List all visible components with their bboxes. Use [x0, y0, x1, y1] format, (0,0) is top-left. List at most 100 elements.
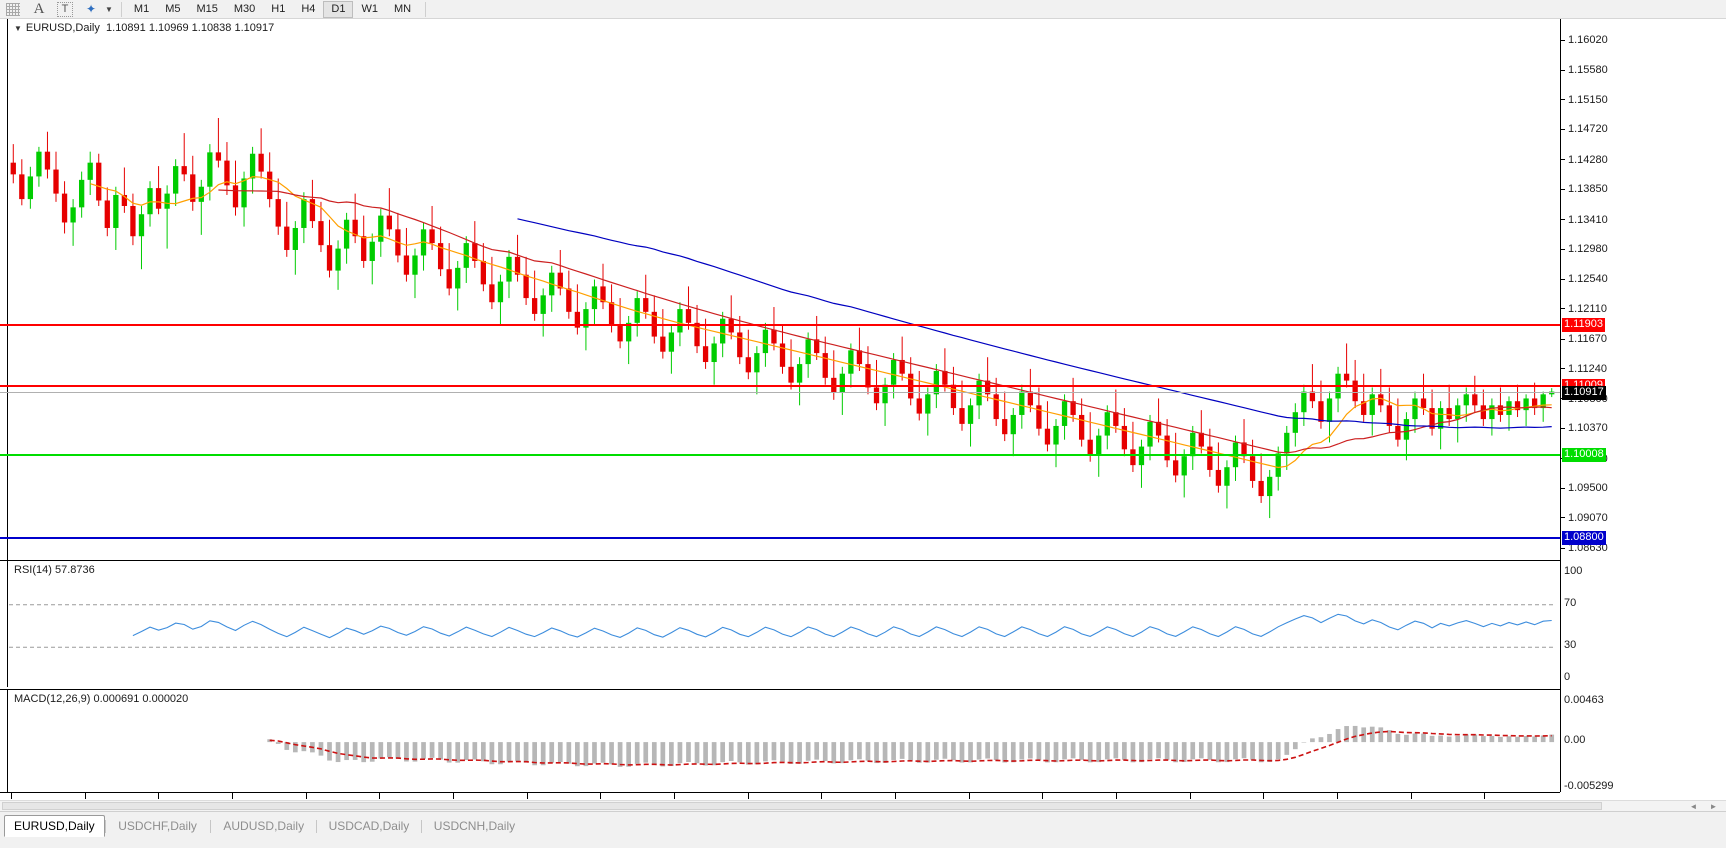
- date-tick: [1263, 793, 1265, 799]
- price-tick-label: 1.15150: [1568, 93, 1608, 106]
- price-tick-label: 1.11240: [1568, 362, 1607, 375]
- rsi-tick-label: 30: [1564, 639, 1577, 652]
- scroll-right-arrow-icon[interactable]: ►: [1709, 801, 1718, 811]
- price-tick: 1.13410: [1561, 213, 1608, 226]
- tab-separator: [105, 820, 107, 833]
- date-tick: [379, 793, 381, 799]
- tab-separator: [210, 820, 212, 833]
- date-tick: [453, 793, 454, 799]
- timeframe-d1[interactable]: D1: [323, 0, 354, 18]
- tab-separator: [420, 820, 422, 833]
- price-tick: 1.09070: [1561, 512, 1608, 524]
- price-tick: 1.11240: [1561, 363, 1607, 375]
- tick-dash-icon: [1561, 308, 1565, 310]
- date-tick: [968, 793, 970, 799]
- price-tick-label: 1.09500: [1568, 482, 1608, 495]
- date-tick: [1484, 793, 1486, 799]
- tick-dash-icon: [1561, 278, 1565, 280]
- price-scale[interactable]: 1.16020 1.15580 1.15150 1.14720 1.14280 1.138…: [1560, 19, 1726, 792]
- chart-area[interactable]: ▼ EURUSD,Daily 1.10891 1.10969 1.10838 1.…: [0, 19, 1726, 819]
- scroll-left-arrow-icon[interactable]: ◄: [1689, 801, 1698, 811]
- macd-tick-label: 0.00: [1564, 734, 1586, 747]
- tick-dash-icon: [1561, 188, 1565, 190]
- timeframe-w1[interactable]: W1: [361, 3, 378, 15]
- horizontal-scrollbar[interactable]: ◄ ►: [0, 800, 1726, 811]
- chart-tab-eurusd[interactable]: EURUSD,Daily: [4, 815, 105, 837]
- price-tick-label: 1.15580: [1568, 64, 1608, 77]
- chart-tab-audusd[interactable]: AUDUSD,Daily: [214, 815, 313, 837]
- price-tick: 1.13850: [1561, 183, 1608, 195]
- scrollbar-thumb[interactable]: [2, 802, 1602, 810]
- ma-line-60: [517, 218, 1552, 429]
- price-tick-label: 1.13410: [1568, 213, 1608, 226]
- date-tick: [232, 793, 233, 799]
- chart-tabbar[interactable]: EURUSD,Daily USDCHF,Daily AUDUSD,Daily USDC…: [0, 811, 1726, 848]
- macd-plot-svg: [267, 725, 1555, 767]
- price-tick-label: 1.12110: [1568, 302, 1607, 315]
- date-tick: [158, 793, 160, 799]
- rsi-tick-label: 100: [1564, 565, 1583, 577]
- macd-histogram: [267, 725, 1555, 767]
- chart-tab-usdchf[interactable]: USDCHF,Daily: [109, 815, 206, 837]
- chart-tab-usdcad[interactable]: USDCAD,Daily: [320, 815, 419, 837]
- price-panel[interactable]: ▼ EURUSD,Daily 1.10891 1.10969 1.10838 1.…: [0, 19, 1560, 560]
- date-tick: [1337, 793, 1338, 799]
- resistance-upper-tag[interactable]: 1.11903: [1562, 318, 1605, 332]
- price-tick-label: 1.11670: [1568, 333, 1607, 346]
- timeframe-m5[interactable]: M5: [165, 3, 181, 15]
- price-tick: 1.16020: [1561, 34, 1608, 46]
- text-box-icon[interactable]: T: [57, 1, 73, 17]
- floor-line[interactable]: [0, 537, 1560, 540]
- price-tick-label: 1.10370: [1568, 422, 1608, 435]
- grid-dots-icon: [6, 2, 20, 16]
- date-tick: [674, 793, 675, 799]
- date-tick: [11, 793, 12, 799]
- text-a-icon[interactable]: A: [33, 0, 45, 17]
- floor-tag[interactable]: 1.08800: [1562, 531, 1606, 546]
- rsi-line: [132, 613, 1552, 639]
- resistance-lower-line[interactable]: [0, 385, 1560, 388]
- date-tick: [895, 793, 896, 799]
- tick-dash-icon: [1561, 368, 1565, 370]
- tick-dash-icon: [1561, 427, 1565, 429]
- candlestick-series: [10, 117, 1555, 519]
- macd-axis-line: [7, 690, 8, 792]
- price-tick: 1.12540: [1561, 273, 1608, 285]
- rsi-axis-line: [7, 561, 8, 687]
- ma-line-10: [90, 176, 1552, 469]
- price-axis-line: [7, 19, 8, 560]
- date-tick: [1189, 793, 1191, 799]
- timeframe-m30[interactable]: M30: [233, 3, 256, 15]
- current-price-tag[interactable]: 1.10917: [1562, 385, 1606, 400]
- dropdown-arrow-icon[interactable]: ▼: [105, 4, 113, 14]
- collapse-arrow-icon[interactable]: ▼: [14, 23, 22, 33]
- timeframe-m15[interactable]: M15: [196, 3, 218, 15]
- macd-panel[interactable]: MACD(12,26,9) 0.000691 0.000020: [0, 689, 1560, 792]
- macd-label: MACD(12,26,9) 0.000691 0.000020: [12, 693, 191, 705]
- tick-dash-icon: [1561, 338, 1565, 340]
- date-tick: [1042, 793, 1044, 799]
- support-tag[interactable]: 1.10008: [1562, 448, 1606, 463]
- price-tick: 1.12980: [1561, 243, 1608, 255]
- tab-separator: [315, 820, 317, 833]
- date-tick: [1410, 793, 1412, 799]
- date-tick: [526, 793, 528, 799]
- grid-f-icon[interactable]: [0, 1, 26, 18]
- timeframe-mn[interactable]: MN: [393, 3, 412, 15]
- objects-icon[interactable]: ✦: [85, 2, 97, 16]
- timeframe-h4[interactable]: H4: [301, 3, 316, 15]
- current-price-line[interactable]: [0, 391, 1560, 393]
- rsi-panel[interactable]: RSI(14) 57.8736: [0, 560, 1560, 687]
- timeframe-h1[interactable]: H1: [271, 3, 286, 15]
- chart-tab-label: EURUSD,Daily: [14, 819, 95, 833]
- tick-dash-icon: [1561, 517, 1565, 519]
- price-tick: 1.10370: [1561, 422, 1608, 434]
- chart-tab-usdcnh[interactable]: USDCNH,Daily: [425, 815, 524, 837]
- timeframe-m1[interactable]: M1: [133, 3, 150, 15]
- resistance-upper-line[interactable]: [0, 324, 1560, 326]
- macd-signal-line: [269, 730, 1552, 766]
- price-tick-label: 1.13850: [1568, 183, 1608, 196]
- toolbar: A T ✦ ▼ M1 M5 M15 M30 H1 H4 D1 W1 MN: [0, 0, 1726, 19]
- support-line[interactable]: [0, 454, 1560, 457]
